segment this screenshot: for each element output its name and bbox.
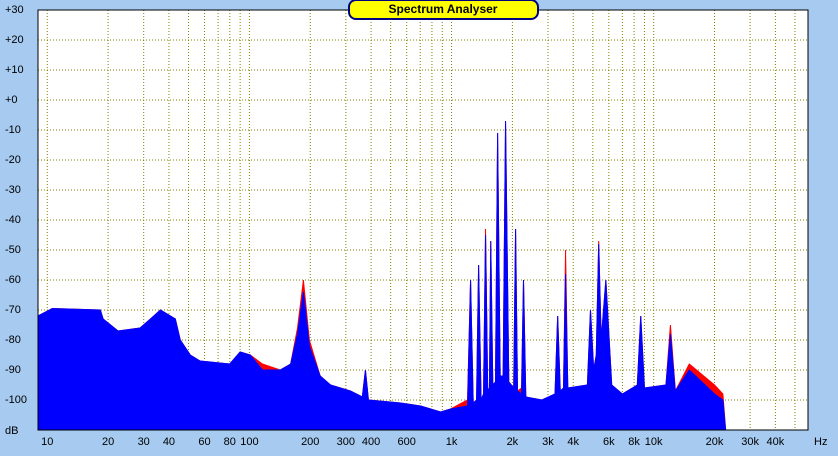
title-box [348,0,539,20]
x-tick-label: 80 [224,436,236,448]
x-tick-label: 400 [362,436,380,448]
y-tick-label: -100 [5,394,27,406]
x-tick-label: 3k [542,436,554,448]
x-tick-label: 30 [138,436,150,448]
y-tick-label: -80 [5,334,21,346]
x-tick-label: 30k [741,436,759,448]
x-tick-label: 10 [41,436,53,448]
x-tick-label: 200 [301,436,319,448]
y-tick-label: -30 [5,184,21,196]
y-tick-label: -40 [5,214,21,226]
y-tick-label: +0 [5,94,18,106]
x-tick-label: 100 [240,436,258,448]
y-axis-label: dB [5,425,18,437]
x-tick-label: 8k [628,436,640,448]
y-tick-label: -60 [5,274,21,286]
x-tick-label: 10k [645,436,663,448]
x-tick-label: 1k [446,436,458,448]
y-tick-label: -50 [5,244,21,256]
spectrum-area [38,120,808,430]
marks [38,120,808,430]
y-tick-label: -70 [5,304,21,316]
x-tick-label: 6k [603,436,615,448]
x-axis-label: Hz [814,436,827,448]
x-tick-label: 60 [198,436,210,448]
y-tick-label: +30 [5,4,24,16]
y-tick-label: +20 [5,34,24,46]
y-tick-label: -20 [5,154,21,166]
x-tick-label: 2k [507,436,519,448]
y-tick-label: -90 [5,364,21,376]
x-tick-label: 40 [163,436,175,448]
y-tick-label: -10 [5,124,21,136]
x-tick-label: 4k [567,436,579,448]
y-tick-label: +10 [5,64,24,76]
x-tick-label: 20k [706,436,724,448]
tick-labels: +30 +20 +10 +0 -10 -20 -30 -40 -50 -60 -70 -80 -90 -1… [5,4,785,448]
chart-title: Spectrum Analyser [389,2,498,16]
x-tick-label: 300 [337,436,355,448]
x-tick-label: 20 [102,436,114,448]
x-tick-label: 40k [767,436,785,448]
x-tick-label: 600 [398,436,416,448]
